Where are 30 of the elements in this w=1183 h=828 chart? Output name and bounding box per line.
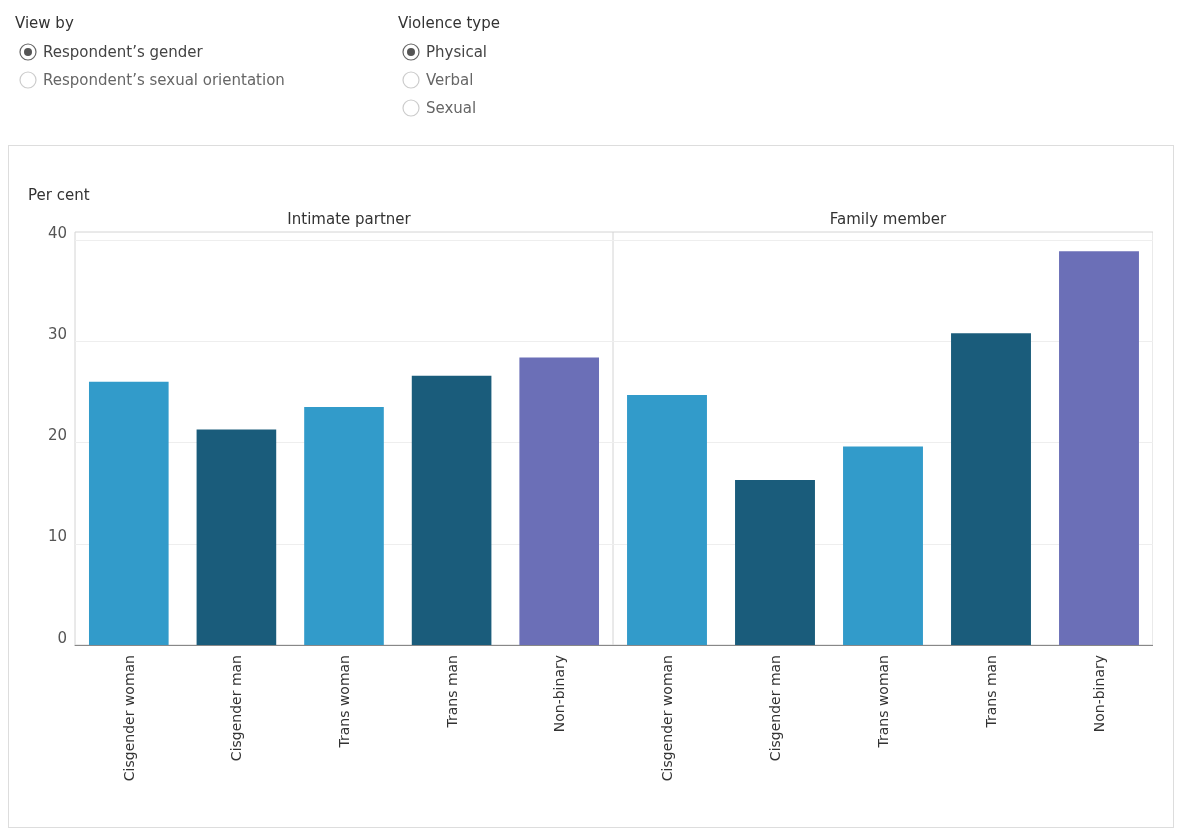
- x-tick-label: Trans man: [983, 655, 999, 729]
- chart-title: Family member: [829, 209, 948, 228]
- x-tick-label: Cisgender woman: [659, 655, 675, 782]
- y-tick-label: 0: [57, 628, 67, 647]
- text: Sexual: [425, 98, 478, 119]
- bar: [735, 480, 815, 645]
- x-tick-label: Trans woman: [875, 655, 891, 749]
- text: Verbal: [425, 70, 475, 91]
- bar: [627, 394, 707, 645]
- y-tick-label: 40: [47, 223, 67, 242]
- y-tick-label: 30: [47, 324, 67, 343]
- text: View by: [15, 14, 75, 32]
- x-tick-label: Non-binary: [1091, 655, 1107, 733]
- x-tick-label: Non-binary: [551, 655, 568, 733]
- bar: [843, 446, 923, 645]
- text: Respondent’s sexual orientation: [42, 70, 285, 91]
- bar: [951, 333, 1031, 645]
- text: Respondent’s gender: [42, 42, 204, 63]
- chart-title: Intimate partner: [287, 209, 412, 228]
- x-tick-label: Cisgender man: [228, 655, 245, 762]
- y-axis-title: Per cent: [28, 185, 90, 204]
- x-tick-label: Trans woman: [336, 655, 352, 749]
- x-tick-label: Cisgender man: [767, 655, 783, 762]
- x-tick-label: Trans man: [443, 655, 460, 729]
- bar: [1059, 251, 1139, 645]
- x-tick-label: Cisgender woman: [120, 655, 137, 782]
- y-tick-label: 20: [47, 426, 67, 445]
- text: Physical: [425, 42, 489, 63]
- y-tick-label: 10: [47, 527, 67, 546]
- text: Violence type: [398, 14, 500, 32]
